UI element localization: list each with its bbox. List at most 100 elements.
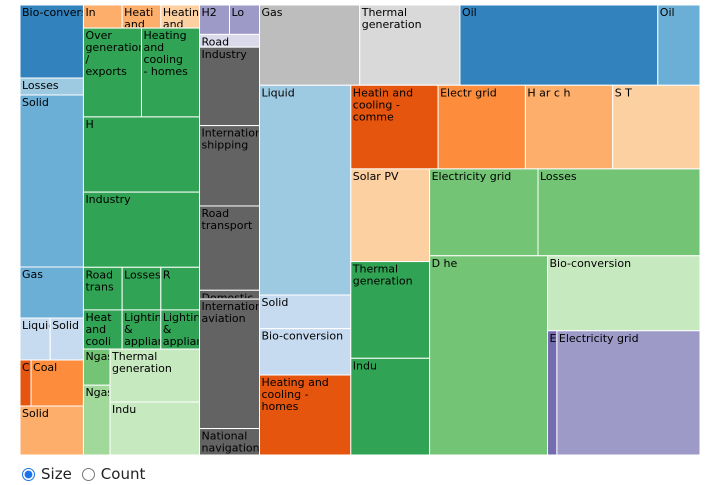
- treemap-cell-label: Road transport: [202, 207, 254, 232]
- treemap-cell-label: Over generation / exports: [85, 29, 145, 78]
- treemap-cell-label: Losses: [540, 170, 577, 183]
- treemap-cell-label: Electricity grid: [432, 170, 512, 183]
- treemap-cell-label: International shipping: [202, 127, 272, 152]
- treemap-cell-label: D he: [432, 257, 458, 270]
- treemap-cell[interactable]: [259, 5, 361, 86]
- treemap-cell-label: Road trans: [85, 268, 114, 293]
- treemap-cell-label: Ngas: [85, 386, 113, 399]
- treemap-cell[interactable]: [199, 428, 261, 455]
- treemap-cell[interactable]: [199, 125, 261, 207]
- treemap-cell[interactable]: [524, 84, 614, 170]
- treemap-cell-label: Thermal generation: [111, 350, 172, 375]
- treemap-cell-label: Coal: [22, 361, 46, 374]
- treemap-cell[interactable]: [199, 205, 261, 291]
- treemap-cell-label: Gas: [22, 268, 43, 281]
- treemap-cell-label: Electr grid: [440, 86, 497, 99]
- treemap-cell[interactable]: [459, 5, 659, 86]
- treemap-cell-label: Solid: [22, 96, 49, 109]
- treemap-cell-label: Road: [202, 35, 230, 48]
- treemap-cell-label: Losses: [22, 79, 59, 92]
- treemap-cell-label: Indu: [353, 359, 377, 372]
- treemap-cell[interactable]: [82, 27, 142, 118]
- treemap-cell-label: Liquid: [262, 86, 295, 99]
- treemap-cell-label: Oil: [462, 6, 477, 19]
- treemap-cell[interactable]: [20, 94, 84, 268]
- treemap-cell[interactable]: [121, 309, 162, 350]
- treemap-cell-label: Heatin and cooling -comme: [353, 86, 413, 123]
- treemap-cell-label: Solid: [22, 407, 49, 420]
- treemap-cell[interactable]: [359, 5, 461, 86]
- treemap-cell-label: Liquid: [22, 319, 55, 332]
- size-option[interactable]: Size: [22, 465, 72, 483]
- treemap-cell[interactable]: [160, 266, 201, 311]
- treemap-cell-label: Ngas: [85, 350, 113, 363]
- treemap-cell-label: Coal: [33, 361, 57, 374]
- treemap-cell-label: Heati and: [124, 6, 153, 31]
- treemap-cell-label: Solar PV: [353, 170, 399, 183]
- treemap-cell-label: Solid: [262, 296, 289, 309]
- count-radio[interactable]: [81, 467, 95, 481]
- treemap-cell-label: Domestic: [202, 291, 254, 304]
- treemap-group-1: In Heati and Heating and Over generation / expor…: [82, 5, 222, 455]
- treemap-cell-label: Gas: [262, 6, 283, 19]
- treemap-cell-label: Electricity: [550, 332, 605, 345]
- treemap-cell[interactable]: [140, 27, 201, 118]
- treemap-cell[interactable]: [547, 330, 558, 455]
- treemap-svg: Bio-conversionLossesSolidGasLiquidSolidC…: [20, 5, 700, 455]
- treemap-cell-label: Thermal generation: [361, 6, 422, 31]
- treemap-cell-label: H2: [202, 6, 217, 19]
- treemap-cell-label: Industry: [202, 48, 248, 61]
- treemap-cell[interactable]: [437, 84, 526, 170]
- treemap-cell-label: Oil: [660, 6, 675, 19]
- treemap-cell-label: R: [163, 268, 171, 281]
- treemap-cell-label: Heating and cooling - homes: [143, 29, 188, 78]
- treemap-cell-label: Heating and: [163, 6, 206, 31]
- size-count-radio-group: Size Count: [22, 465, 155, 483]
- treemap-cell[interactable]: [259, 294, 352, 330]
- count-option[interactable]: Count: [81, 465, 146, 483]
- treemap-group-3: Gas Thermal generation Oil Oil Liquid Solid Bio…: [259, 5, 700, 455]
- treemap-cell-label: Heating and cooling -homes: [262, 376, 329, 413]
- treemap-cell[interactable]: [556, 330, 700, 455]
- treemap-cell-label: S T: [615, 86, 632, 99]
- treemap-cell-label: H ar c h: [527, 86, 570, 99]
- treemap-cell[interactable]: [429, 168, 539, 257]
- treemap-cell[interactable]: [160, 309, 201, 350]
- treemap-cell-label: Industry: [85, 193, 131, 206]
- treemap-cell-label: Thermal generation: [352, 263, 413, 288]
- count-label: Count: [100, 465, 146, 483]
- treemap-cell-label: Bio-conversion: [262, 330, 344, 343]
- treemap-cell-label: In: [85, 6, 95, 19]
- treemap-cell[interactable]: [350, 357, 431, 455]
- treemap-cell[interactable]: [199, 298, 261, 430]
- treemap-cell-label: Losses: [124, 268, 161, 281]
- treemap-cell[interactable]: [547, 255, 700, 332]
- treemap-cell[interactable]: [109, 348, 201, 403]
- treemap-cell-label: Lighting&appliances-homes: [163, 311, 222, 372]
- treemap-cell[interactable]: [350, 168, 431, 263]
- treemap-cell-label: H: [85, 118, 93, 131]
- treemap-group-0: Bio-conversionLossesSolidGasLiquidSolidC…: [20, 5, 104, 455]
- treemap-cell[interactable]: [259, 328, 352, 376]
- treemap-cell[interactable]: [20, 405, 84, 455]
- treemap-cell[interactable]: [259, 84, 352, 296]
- size-radio[interactable]: [22, 467, 35, 481]
- treemap-cell[interactable]: [259, 374, 352, 455]
- treemap-cell[interactable]: [350, 261, 431, 359]
- treemap-cell[interactable]: [82, 116, 201, 193]
- treemap-cell-label: Bio-conversion: [22, 6, 104, 19]
- treemap-cell-label: National navigation: [202, 430, 260, 455]
- treemap-cell[interactable]: [350, 84, 439, 170]
- treemap-cell[interactable]: [20, 266, 84, 319]
- treemap-cell-label: Indu: [112, 403, 136, 416]
- treemap-cell-label: International aviation: [202, 300, 272, 325]
- size-label: Size: [41, 465, 72, 483]
- treemap-cell[interactable]: [429, 255, 549, 455]
- treemap-cell-label: Lighting&appliances-commercial: [124, 311, 188, 372]
- treemap-cell-label: Lo: [232, 6, 245, 19]
- treemap-cell-label: Solid: [52, 319, 79, 332]
- treemap-chart: Bio-conversion Losses Solid Gas Liquid Solid C…: [20, 5, 700, 455]
- treemap-cell-label: Electricity grid: [559, 332, 639, 345]
- treemap-cell-label: Bio-conversion: [550, 257, 632, 270]
